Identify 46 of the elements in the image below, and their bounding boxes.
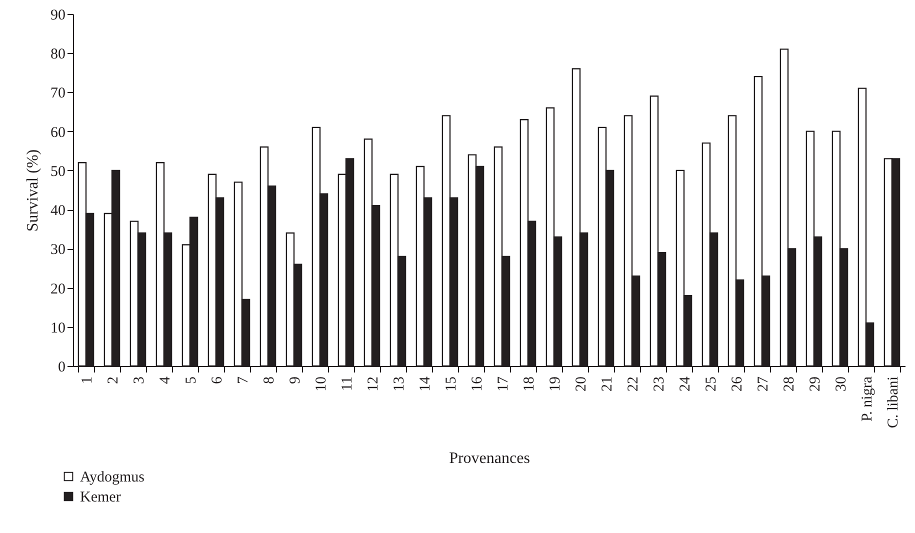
x-tick-label: 21 [600,376,616,392]
y-tick-label: 30 [50,242,66,258]
y-tick-label: 60 [50,124,66,141]
x-tick-label: 14 [418,376,434,392]
y-tick-label: 50 [50,164,66,180]
x-tick-label: 28 [782,376,798,392]
legend-label: Kemer [80,490,121,506]
x-tick-label: 13 [392,376,408,392]
y-tick-label: 90 [50,8,66,24]
x-tick-label: 9 [288,376,304,384]
x-tick-label: 2 [106,376,122,384]
y-axis-title: Survival (%) [24,149,42,232]
y-tick-label: 10 [50,320,66,336]
y-tick-label: 20 [50,281,66,298]
y-tick-label: 0 [58,360,66,376]
x-tick-label: 20 [574,376,590,392]
y-tick-label: 80 [50,46,66,63]
x-tick-label: 18 [522,376,538,392]
legend-label: Aydogmus [80,470,145,486]
x-tick-label: 22 [626,376,642,392]
x-tick-label: P. nigra [860,376,876,422]
y-tick-label: 70 [50,86,66,102]
x-tick-label: 23 [652,376,668,392]
x-tick-label: 25 [704,376,720,392]
x-tick-label: 16 [470,376,486,392]
x-tick-label: 4 [158,376,174,384]
x-tick-label: 11 [340,376,356,391]
x-tick-label: 30 [834,376,850,392]
x-tick-label: 10 [314,376,330,392]
x-tick-label: 17 [496,376,512,392]
x-tick-label: 8 [262,376,278,384]
x-tick-label: 12 [366,376,382,392]
x-tick-label: 27 [756,376,772,392]
x-tick-label: 19 [548,376,564,392]
x-tick-label: 15 [444,376,460,392]
x-tick-label: 5 [184,376,200,384]
x-tick-label: 3 [132,376,148,384]
x-tick-label: 6 [210,376,226,384]
x-tick-label: 26 [730,376,746,392]
y-tick-label: 40 [50,203,66,220]
x-tick-label: C. libani [886,376,902,428]
x-tick-label: 1 [80,376,96,384]
x-tick-label: 24 [678,376,694,392]
x-tick-label: 29 [808,376,824,392]
x-axis-title: Provenances [449,450,530,468]
x-tick-label: 7 [236,376,252,384]
